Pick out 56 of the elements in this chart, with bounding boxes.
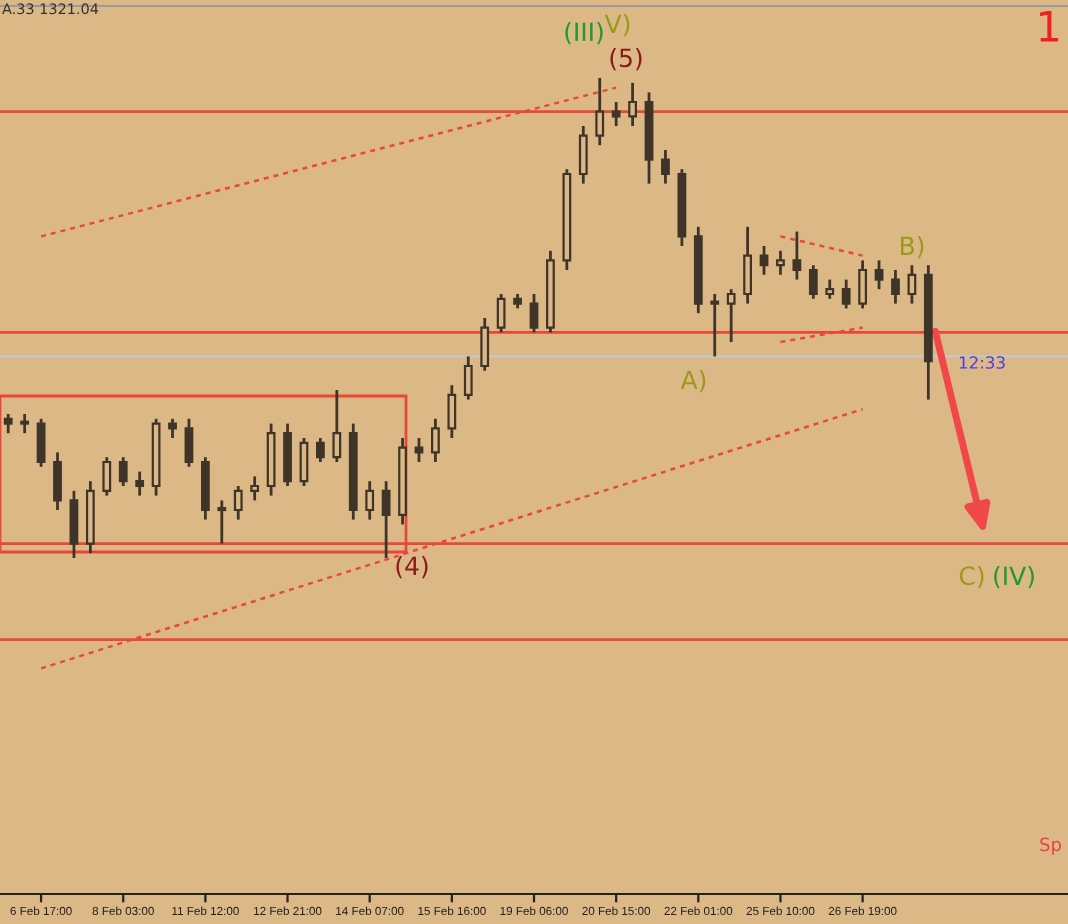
candlestick <box>808 263 818 301</box>
candlestick <box>595 76 605 147</box>
text: Sp <box>1040 837 1062 855</box>
candlestick <box>661 148 670 185</box>
candlestick <box>792 230 802 281</box>
candlestick <box>53 451 62 512</box>
candlestick <box>726 287 736 344</box>
candlestick <box>578 124 588 185</box>
candlestick <box>118 455 128 488</box>
candlestick <box>69 489 79 560</box>
candlestick <box>776 249 785 277</box>
annotation: 12:33 <box>959 356 1005 369</box>
candlestick <box>874 259 884 291</box>
text: 1 <box>1040 11 1059 42</box>
candlestick <box>200 455 210 521</box>
annotation: A) <box>680 369 706 393</box>
candlestick <box>332 388 342 464</box>
candlestick <box>825 278 835 301</box>
candlestick <box>316 436 325 464</box>
candlestick <box>233 484 243 521</box>
candlestick <box>891 268 900 305</box>
candlestick <box>217 499 227 545</box>
candlestick <box>414 436 424 464</box>
candlestick <box>907 263 917 305</box>
candlestick <box>431 417 440 464</box>
candlestick <box>283 422 292 488</box>
candlestick <box>447 383 457 440</box>
candlestick <box>20 412 30 435</box>
text: C) <box>959 565 984 589</box>
annotation: (4) <box>396 555 428 579</box>
candlestick <box>496 292 506 334</box>
text: (5) <box>610 47 642 71</box>
candlestick <box>184 417 194 469</box>
text: (III) <box>565 21 603 45</box>
candlestick <box>36 417 46 469</box>
candlestick <box>168 417 177 440</box>
candlestick <box>381 479 391 560</box>
text: V) <box>604 13 630 37</box>
candlestick <box>529 292 539 334</box>
candlestick <box>3 412 13 435</box>
candlestick <box>611 100 621 128</box>
candlestick <box>841 278 851 310</box>
annotation: B) <box>901 235 924 259</box>
candlestick <box>759 244 769 277</box>
candlestick <box>102 455 112 497</box>
candlestick <box>299 436 309 488</box>
text: (IV) <box>994 565 1034 589</box>
candlestick <box>743 225 752 305</box>
candlestick <box>858 259 868 310</box>
candlestick <box>710 292 720 358</box>
candlestick <box>250 475 260 502</box>
candlestick <box>365 479 375 521</box>
candlestick <box>480 316 490 373</box>
candlestick <box>628 81 637 128</box>
candlestick <box>463 355 473 401</box>
candlestick <box>135 470 145 497</box>
